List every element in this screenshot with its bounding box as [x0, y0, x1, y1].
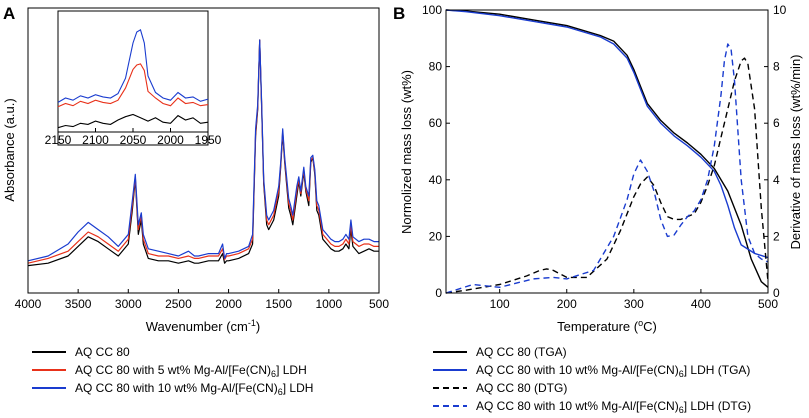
panel-a-x-tick-label: 4000	[15, 297, 42, 311]
panel-b-y2-tick-label: 10	[773, 3, 787, 17]
panel-b-x-axis-label: Temperature (oC)	[557, 318, 657, 334]
panel-b-y2-tick-label: 8	[773, 60, 780, 74]
legend-a-entry-3: AQ CC 80 with 10 wt% Mg-Al/[Fe(CN)6] LDH	[75, 381, 313, 397]
legend-b-entry-2-main: AQ CC 80 with 10 wt% Mg-Al/[Fe(CN)	[476, 363, 679, 377]
panel-b-y-tick-label: 40	[429, 173, 443, 187]
legend-b-entry-2-sub: 6	[679, 369, 684, 379]
panel-b-y-ticks: 0 20 40 60 80 100	[422, 3, 450, 300]
panel-a-x-tick-label: 1500	[265, 297, 292, 311]
legend-a-entry-2-main: AQ CC 80 with 5 wt% Mg-Al/[Fe(CN)	[75, 363, 271, 377]
panel-b-y2-ticks: 0 2 4 6 8 10	[764, 3, 787, 300]
panel-a-x-label-superscript: -1	[248, 318, 256, 328]
panel-a-inset-frame	[57, 10, 209, 146]
panel-b-y2-tick-label: 4	[773, 173, 780, 187]
legend-b-entry-3: AQ CC 80 (DTG)	[476, 381, 567, 395]
legend-b-entry-4-main: AQ CC 80 with 10 wt% Mg-Al/[Fe(CN)	[476, 399, 679, 413]
legend-a-entry-2-sub: 6	[271, 369, 276, 379]
panel-b-frame	[445, 9, 769, 294]
panel-a-series-3-line	[27, 39, 379, 262]
panel-a-x-label-main: Wavenumber (cm	[146, 319, 248, 334]
panel-b-y-tick-label: 20	[429, 229, 443, 243]
panel-b-y2-tick-label: 2	[773, 229, 780, 243]
panel-a-x-tick-label: 3000	[115, 297, 142, 311]
panel-b-legend: AQ CC 80 (TGA) AQ CC 80 with 10 wt% Mg-A…	[433, 345, 751, 415]
panel-b-x-label-end: C)	[643, 319, 657, 334]
legend-b-entry-4-end: ] LDH (DTG)	[684, 399, 751, 413]
panel-a-x-tick-label: 2500	[165, 297, 192, 311]
panel-a-x-label-end: )	[256, 319, 260, 334]
legend-a-entry-2: AQ CC 80 with 5 wt% Mg-Al/[Fe(CN)6] LDH	[75, 363, 307, 379]
panel-a-inset-tick-label: 1950	[195, 133, 222, 147]
panel-a-inset-plot	[57, 28, 209, 129]
panel-b-y-tick-label: 60	[429, 116, 443, 130]
panel-b-x-tick-label: 400	[691, 297, 711, 311]
panel-a-series-1-line	[27, 39, 379, 267]
panel-b-x-tick-label: 100	[490, 297, 510, 311]
panel-b-series-1-line	[445, 9, 769, 288]
panel-b-y-axis-label: Normolized mass loss (wt%)	[399, 70, 414, 234]
panel-b-x-tick-label: 200	[557, 297, 577, 311]
panel-a-series-2-line	[27, 39, 379, 264]
panel-b-y-tick-label: 0	[435, 286, 442, 300]
panel-b-x-label-superscript: o	[638, 318, 643, 328]
panel-b-label: B	[393, 4, 405, 23]
panel-a-x-tick-label: 3500	[65, 297, 92, 311]
panel-a-inset-tick-label: 2150	[45, 133, 72, 147]
panel-a-inset-x-ticks: 2150 2100 2050 2000 1950	[45, 128, 222, 147]
panel-b-y2-axis-label: Derivative of mass loss (wt%/min)	[788, 54, 803, 249]
legend-b-entry-4: AQ CC 80 with 10 wt% Mg-Al/[Fe(CN)6] LDH…	[476, 399, 751, 415]
legend-b-entry-2-end: ] LDH (TGA)	[684, 363, 751, 377]
panel-b-y2-tick-label: 6	[773, 116, 780, 130]
panel-a-inset-series-3-line	[57, 28, 209, 103]
panel-b-y2-tick-label: 0	[773, 286, 780, 300]
legend-a-entry-2-end: ] LDH	[276, 363, 307, 377]
legend-b-entry-4-sub: 6	[679, 405, 684, 415]
panel-b-series-2-line	[445, 9, 769, 259]
panel-a-label: A	[3, 4, 15, 23]
panel-a-y-axis-label: Absorbance (a.u.)	[2, 98, 17, 201]
legend-a-entry-1: AQ CC 80	[75, 345, 130, 359]
panel-b-plot-area	[445, 9, 769, 294]
panel-a-x-ticks: 4000 3500 3000 2500 2000 1500 1000 500	[15, 289, 389, 311]
panel-b-x-ticks: 100 200 300 400 500	[490, 289, 778, 311]
panel-a-inset-tick-label: 2100	[82, 133, 109, 147]
panel-b-series-3-line	[445, 57, 769, 294]
panel-a-legend: AQ CC 80 AQ CC 80 with 5 wt% Mg-Al/[Fe(C…	[32, 345, 313, 397]
panel-a-inset-tick-label: 2050	[120, 133, 147, 147]
panel-b-x-label-main: Temperature (	[557, 319, 639, 334]
panel-b-y-tick-label: 80	[429, 60, 443, 74]
legend-a-entry-3-sub: 6	[278, 387, 283, 397]
legend-a-entry-3-main: AQ CC 80 with 10 wt% Mg-Al/[Fe(CN)	[75, 381, 278, 395]
panel-b-x-tick-label: 500	[758, 297, 778, 311]
panel-a-x-tick-label: 2000	[215, 297, 242, 311]
panel-a-frame	[27, 7, 380, 294]
legend-b-entry-2: AQ CC 80 with 10 wt% Mg-Al/[Fe(CN)6] LDH…	[476, 363, 750, 379]
panel-b-y-tick-label: 100	[422, 3, 442, 17]
panel-b-series-4-line	[445, 43, 769, 294]
panel-a-inset-tick-label: 2000	[157, 133, 184, 147]
panel-a-x-tick-label: 1000	[316, 297, 343, 311]
legend-b-entry-1: AQ CC 80 (TGA)	[476, 345, 567, 359]
panel-a-x-axis-label: Wavenumber (cm-1)	[146, 318, 260, 334]
panel-b-x-tick-label: 300	[624, 297, 644, 311]
panel-a-inset-series-2-line	[57, 63, 209, 108]
legend-a-entry-3-end: ] LDH	[283, 381, 314, 395]
panel-a-plot-area	[27, 39, 379, 267]
panel-a-inset-series-1-line	[57, 113, 209, 129]
panel-a-x-tick-label: 500	[369, 297, 389, 311]
